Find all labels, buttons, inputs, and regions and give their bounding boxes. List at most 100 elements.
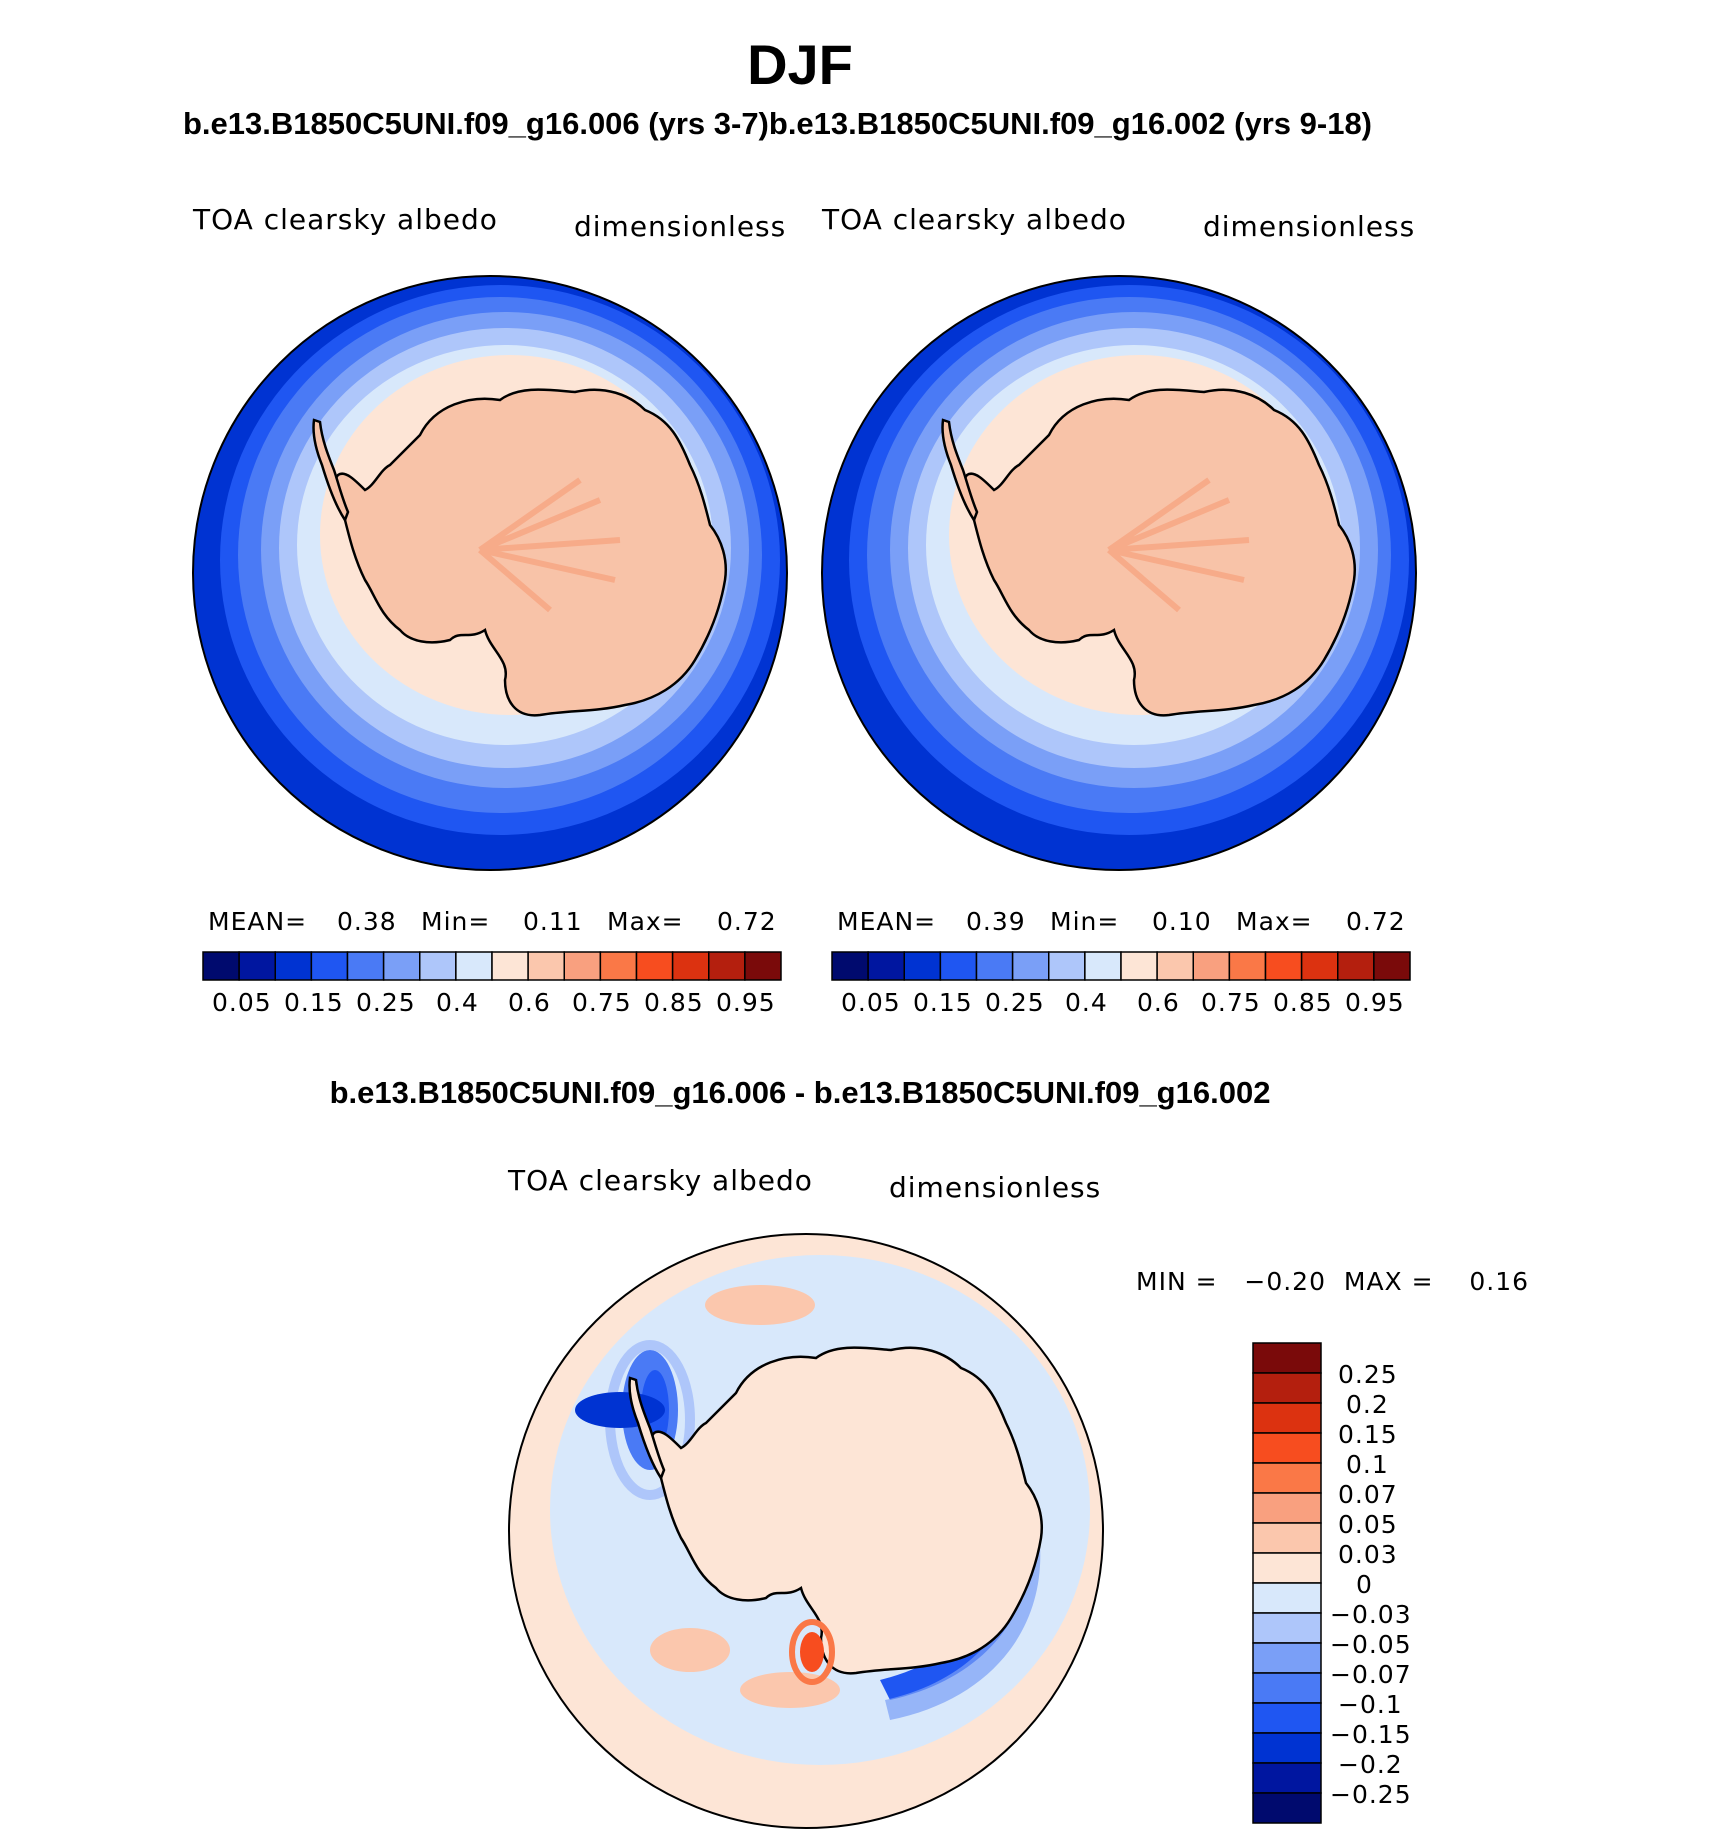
- panel2-mean-value: 0.39: [966, 907, 1026, 936]
- panel1-colorbar-swatch: [310, 951, 349, 981]
- diff-tick: −0.05: [1330, 1630, 1412, 1659]
- panel2-colorbar-swatch: [975, 951, 1014, 981]
- difference-colorbar-swatch: [1252, 1732, 1322, 1764]
- panel1-colorbar-swatch: [491, 951, 529, 981]
- panel1-tick: 0.95: [716, 988, 776, 1017]
- panel2-colorbar-swatch: [867, 951, 905, 981]
- panel2-max-label: Max=: [1236, 907, 1313, 936]
- runs-title: b.e13.B1850C5UNI.f09_g16.006 (yrs 3-7)b.…: [183, 106, 1373, 141]
- panel1-tick: 0.05: [212, 988, 272, 1017]
- panel2-variable: TOA clearsky albedo: [822, 203, 1127, 236]
- panel1-max-value: 0.72: [717, 907, 777, 936]
- panel1-tick: 0.15: [284, 988, 344, 1017]
- season-title: DJF: [747, 33, 853, 96]
- panel2-colorbar-swatch: [1120, 951, 1158, 981]
- panel2-tick: 0.85: [1273, 988, 1333, 1017]
- panel1-max-label: Max=: [607, 907, 684, 936]
- difference-colorbar-swatch: [1252, 1792, 1322, 1824]
- difference-colorbar-swatch: [1252, 1582, 1322, 1614]
- panel1-colorbar-swatch: [708, 951, 746, 981]
- difference-colorbar-swatch: [1252, 1462, 1322, 1494]
- panel2-tick: 0.05: [841, 988, 901, 1017]
- panel1-colorbar-swatch: [382, 951, 421, 981]
- panel2-colorbar-swatch: [1011, 951, 1050, 981]
- diff-tick: −0.1: [1338, 1690, 1403, 1719]
- panel2-colorbar-swatch: [1264, 951, 1303, 981]
- panel2-colorbar-swatch: [1373, 951, 1411, 981]
- difference-colorbar-swatch: [1252, 1342, 1322, 1374]
- diff-minmax: MIN = −0.20 MAX = 0.16: [1136, 1267, 1530, 1296]
- panel2-colorbar-swatch: [831, 951, 869, 981]
- panel1-colorbar-swatch: [419, 951, 457, 981]
- panel1-tick: 0.25: [356, 988, 416, 1017]
- diff-tick: 0.05: [1338, 1510, 1398, 1539]
- panel1-colorbar-swatch: [238, 951, 276, 981]
- panel2-min-value: 0.10: [1152, 907, 1212, 936]
- panel2-map: [822, 276, 1416, 870]
- panel2-tick: 0.6: [1137, 988, 1180, 1017]
- difference-colorbar-swatch: [1252, 1762, 1322, 1794]
- diff-tick: −0.07: [1330, 1660, 1412, 1689]
- panel1-tick: 0.6: [508, 988, 551, 1017]
- panel2-tick: 0.4: [1065, 988, 1108, 1017]
- panel1-colorbar: [202, 951, 782, 981]
- diff-tick: 0: [1356, 1570, 1373, 1599]
- difference-colorbar-swatch: [1252, 1372, 1322, 1404]
- panel1-mean-label: MEAN=: [208, 907, 308, 936]
- panel1-colorbar-swatch: [455, 951, 493, 981]
- difference-colorbar-swatch: [1252, 1432, 1322, 1464]
- panel1-tick: 0.75: [572, 988, 632, 1017]
- diff-tick: 0.07: [1338, 1480, 1398, 1509]
- difference-colorbar-swatch: [1252, 1672, 1322, 1704]
- difference-colorbar-swatch: [1252, 1612, 1322, 1644]
- panel2-colorbar: [831, 951, 1411, 981]
- panel1-colorbar-swatch: [274, 951, 313, 981]
- panel1-colorbar-swatch: [635, 951, 674, 981]
- diff-tick: 0.25: [1338, 1360, 1398, 1389]
- panel2-colorbar-swatch: [1337, 951, 1375, 981]
- diff-tick: 0.1: [1346, 1450, 1389, 1479]
- panel2-units: dimensionless: [1203, 210, 1416, 243]
- panel2-colorbar-swatch: [1048, 951, 1086, 981]
- panel1-colorbar-swatch: [671, 951, 710, 981]
- panel2-colorbar-swatch: [1192, 951, 1231, 981]
- panel1-colorbar-swatch: [599, 951, 638, 981]
- panel2-colorbar-swatch: [1228, 951, 1267, 981]
- diff-tick: −0.03: [1330, 1600, 1412, 1629]
- diff-tick: −0.15: [1330, 1720, 1412, 1749]
- difference-colorbar-swatch: [1252, 1492, 1322, 1524]
- difference-map: [509, 1234, 1103, 1828]
- panel2-tick: 0.95: [1345, 988, 1405, 1017]
- panel1-colorbar-swatch: [346, 951, 385, 981]
- panel1-colorbar-swatch: [202, 951, 240, 981]
- difference-colorbar: [1252, 1342, 1322, 1824]
- diff-units: dimensionless: [889, 1171, 1102, 1204]
- panel2-min-label: Min=: [1050, 907, 1120, 936]
- panel2-mean-label: MEAN=: [837, 907, 937, 936]
- diff-tick: −0.25: [1330, 1780, 1412, 1809]
- panel2-colorbar-swatch: [1156, 951, 1194, 981]
- diff-tick: 0.2: [1346, 1390, 1389, 1419]
- panel1-colorbar-swatch: [563, 951, 602, 981]
- panel2-max-value: 0.72: [1346, 907, 1406, 936]
- diff-tick: −0.2: [1338, 1750, 1403, 1779]
- panel1-min-label: Min=: [421, 907, 491, 936]
- panel1-colorbar-swatch: [744, 951, 782, 981]
- panel1-mean-value: 0.38: [337, 907, 397, 936]
- panel2-tick: 0.75: [1201, 988, 1261, 1017]
- panel2-tick: 0.25: [985, 988, 1045, 1017]
- diff-variable: TOA clearsky albedo: [508, 1164, 813, 1197]
- panel2-tick: 0.15: [913, 988, 973, 1017]
- panel2-colorbar-swatch: [1300, 951, 1339, 981]
- panel2-colorbar-swatch: [1084, 951, 1122, 981]
- panel1-min-value: 0.11: [523, 907, 583, 936]
- diff-tick: 0.03: [1338, 1540, 1398, 1569]
- panel2-colorbar-swatch: [903, 951, 942, 981]
- diff-tick: 0.15: [1338, 1420, 1398, 1449]
- difference-colorbar-swatch: [1252, 1402, 1322, 1434]
- panel1-tick: 0.85: [644, 988, 704, 1017]
- panel1-colorbar-swatch: [527, 951, 565, 981]
- panel1-variable: TOA clearsky albedo: [193, 203, 498, 236]
- difference-title: b.e13.B1850C5UNI.f09_g16.006 - b.e13.B18…: [329, 1075, 1271, 1110]
